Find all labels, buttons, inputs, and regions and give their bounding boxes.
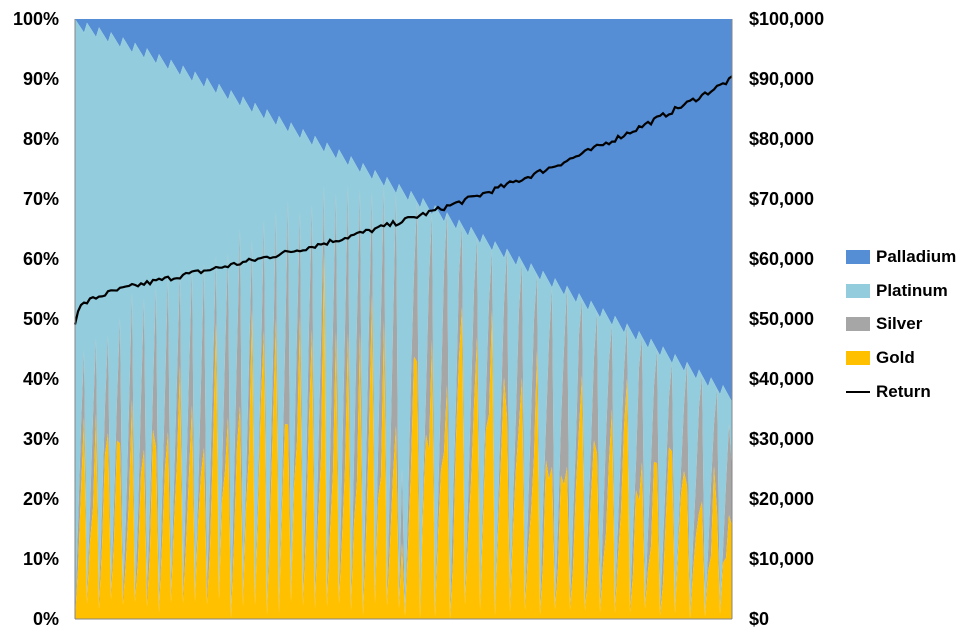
legend-label-gold: Gold (876, 347, 915, 367)
right-tick-label: $40,000 (749, 369, 814, 389)
legend-swatch-return (846, 390, 870, 393)
legend-swatch-silver (846, 317, 870, 332)
area-gold (75, 250, 732, 620)
left-tick-label: 70% (23, 189, 59, 209)
legend-label-return: Return (876, 381, 931, 401)
plot-area (73, 19, 733, 620)
legend-label-palladium: Palladium (876, 246, 957, 266)
legend-swatch-palladium (846, 249, 870, 264)
right-tick-label: $0 (749, 609, 769, 629)
right-tick-label: $30,000 (749, 429, 814, 449)
area-silver (75, 184, 732, 619)
left-tick-label: 20% (23, 489, 59, 509)
left-tick-label: 30% (23, 429, 59, 449)
axes: 0% 10% 20% 30% 40% 50% 60% 70% 80% 90% 100% $0 $10,0… (13, 9, 824, 629)
left-tick-label: 50% (23, 309, 59, 329)
legend-swatch-gold (846, 350, 870, 365)
right-tick-label: $50,000 (749, 309, 814, 329)
series-line-return (73, 75, 733, 325)
legend-item-return: Return (846, 375, 956, 409)
area-palladium (75, 19, 732, 402)
legend-item-palladium: Palladium (846, 240, 956, 274)
right-tick-label: $20,000 (749, 489, 814, 509)
right-tick-label: $80,000 (749, 129, 814, 149)
left-tick-label: 100% (13, 9, 59, 29)
legend-swatch-platinum (846, 283, 870, 298)
legend-item-silver: Silver (846, 307, 956, 341)
legend-label-silver: Silver (876, 314, 923, 334)
legend-item-gold: Gold (846, 341, 956, 375)
left-tick-label: 60% (23, 249, 59, 269)
left-tick-label: 40% (23, 369, 59, 389)
right-tick-label: $90,000 (749, 69, 814, 89)
left-tick-label: 90% (23, 69, 59, 89)
left-tick-label: 0% (33, 609, 59, 629)
right-tick-label: $60,000 (749, 249, 814, 269)
right-tick-label: $70,000 (749, 189, 814, 209)
left-tick-label: 10% (23, 549, 59, 569)
area-platinum (75, 19, 732, 619)
legend: Palladium Platinum Silver Gold Return (846, 240, 956, 408)
legend-label-platinum: Platinum (876, 280, 948, 300)
left-tick-label: 80% (23, 129, 59, 149)
right-tick-label: $10,000 (749, 549, 814, 569)
legend-item-platinum: Platinum (846, 274, 956, 308)
right-tick-label: $100,000 (749, 9, 824, 29)
